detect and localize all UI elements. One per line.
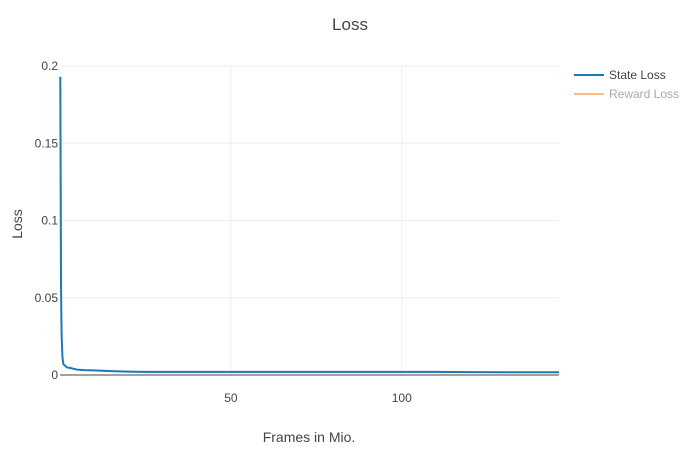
legend: State Loss Reward Loss — [574, 68, 679, 101]
series-lines — [59, 76, 559, 374]
legend-label: State Loss — [609, 68, 666, 82]
legend-label: Reward Loss — [609, 87, 679, 101]
series-line-0 — [59, 76, 559, 374]
y-tick-label: 0.1 — [41, 214, 58, 228]
x-axis-ticks: 50 100 — [224, 391, 412, 405]
y-tick-label: 0.05 — [35, 291, 59, 305]
x-axis-title: Frames in Mio. — [263, 429, 356, 445]
y-axis-ticks: 0 0.05 0.1 0.15 0.2 — [35, 59, 59, 382]
x-tick-label: 100 — [392, 391, 412, 405]
y-tick-label: 0.15 — [35, 136, 59, 150]
x-tick-label: 50 — [224, 391, 238, 405]
y-tick-label: 0.2 — [41, 59, 58, 73]
chart-title: Loss — [332, 15, 368, 34]
y-tick-label: 0 — [51, 368, 58, 382]
grid-lines — [60, 65, 559, 375]
y-axis-title: Loss — [9, 209, 25, 239]
